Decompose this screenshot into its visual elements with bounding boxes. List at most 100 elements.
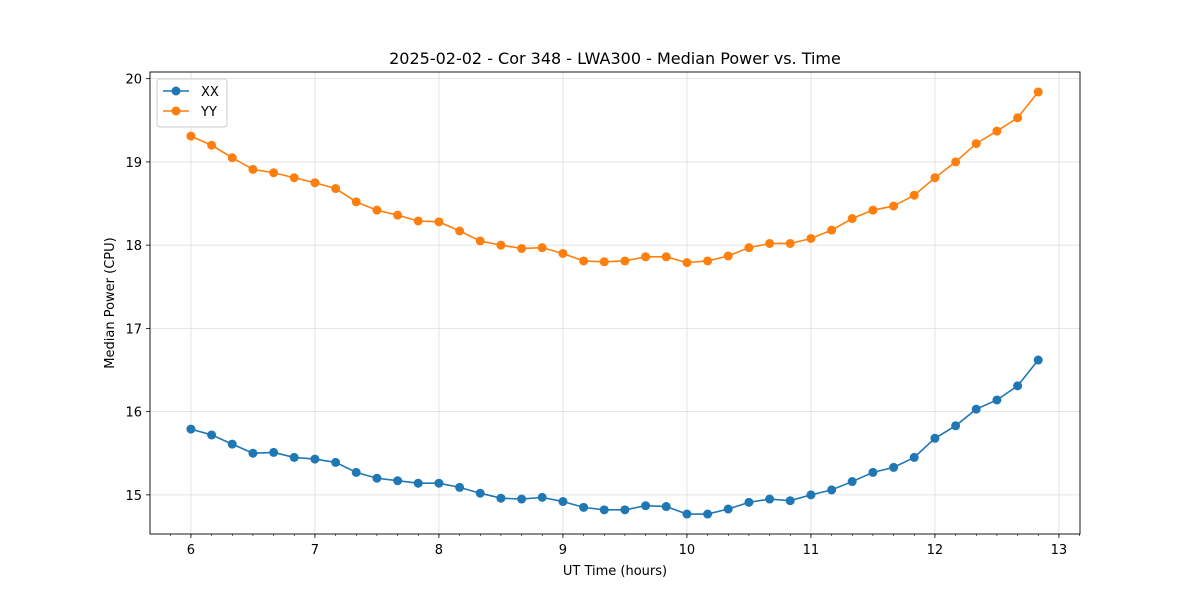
data-point-xx [186, 424, 196, 434]
data-point-xx [951, 421, 961, 431]
data-point-yy [1033, 87, 1043, 97]
y-tick-label: 18 [125, 239, 142, 254]
data-point-xx [393, 476, 403, 486]
legend-label: YY [200, 105, 217, 120]
data-point-xx [496, 493, 506, 503]
data-point-yy [351, 197, 361, 207]
x-axis-label: UT Time (hours) [563, 564, 667, 579]
data-point-xx [847, 477, 857, 487]
chart-title: 2025-02-02 - Cor 348 - LWA300 - Median P… [389, 49, 841, 68]
y-tick-label: 15 [125, 489, 142, 504]
data-point-yy [930, 173, 940, 183]
data-point-xx [227, 439, 237, 449]
data-point-yy [765, 238, 775, 248]
data-point-xx [558, 497, 568, 507]
data-point-yy [641, 252, 651, 262]
series-xx [186, 355, 1043, 519]
legend-marker [171, 86, 181, 96]
data-point-xx [434, 478, 444, 488]
data-point-yy [496, 240, 506, 250]
data-point-yy [951, 157, 961, 167]
data-point-yy [682, 258, 692, 268]
data-point-yy [372, 205, 382, 215]
data-point-yy [310, 178, 320, 188]
data-point-yy [207, 140, 217, 150]
data-point-yy [537, 243, 547, 253]
data-point-xx [765, 494, 775, 504]
data-point-xx [331, 457, 341, 467]
data-point-xx [992, 395, 1002, 405]
x-tick-label: 9 [559, 543, 567, 558]
y-tick-label: 17 [125, 322, 142, 337]
data-point-yy [806, 233, 816, 243]
data-point-yy [889, 201, 899, 211]
data-point-xx [475, 488, 485, 498]
data-point-yy [620, 256, 630, 266]
data-point-xx [641, 501, 651, 511]
data-point-xx [827, 485, 837, 495]
data-point-yy [186, 131, 196, 141]
plot-area-frame [149, 71, 1081, 535]
data-point-xx [703, 509, 713, 519]
data-point-yy [1013, 113, 1023, 123]
legend: XX YY [156, 78, 228, 128]
data-point-yy [661, 252, 671, 262]
data-point-yy [579, 256, 589, 266]
data-point-yy [599, 257, 609, 267]
y-axis-label: Median Power (CPU) [103, 237, 118, 368]
data-point-xx [971, 404, 981, 414]
data-point-yy [785, 238, 795, 248]
data-point-yy [517, 243, 527, 253]
data-point-xx [310, 454, 320, 464]
x-tick-label: 10 [679, 543, 696, 558]
data-point-yy [331, 184, 341, 194]
data-point-xx [517, 494, 527, 504]
series [186, 87, 1043, 519]
data-point-yy [227, 153, 237, 163]
data-point-xx [868, 467, 878, 477]
x-tick-label: 8 [435, 543, 443, 558]
legend-entry-xx: XX [163, 85, 219, 100]
data-point-xx [661, 502, 671, 512]
data-point-yy [475, 236, 485, 246]
grid [150, 72, 1080, 534]
x-tick-label: 12 [927, 543, 944, 558]
data-point-xx [289, 452, 299, 462]
data-point-yy [971, 139, 981, 149]
data-point-xx [207, 430, 217, 440]
y-tick-label: 19 [125, 156, 142, 171]
data-point-xx [889, 462, 899, 472]
legend-entry-yy: YY [163, 105, 217, 120]
y-tick-label: 20 [125, 73, 142, 88]
data-point-yy [289, 173, 299, 183]
data-point-yy [723, 251, 733, 261]
axis-ticks: 6 7 8 9 10 11 12 13 15 16 17 18 19 20 [125, 73, 1080, 558]
data-point-yy [847, 214, 857, 224]
data-point-xx [372, 473, 382, 483]
data-point-yy [393, 210, 403, 220]
data-point-yy [909, 190, 919, 200]
data-point-yy [703, 256, 713, 266]
data-point-xx [248, 448, 258, 458]
data-point-xx [455, 482, 465, 492]
data-point-yy [868, 205, 878, 215]
data-point-yy [744, 243, 754, 253]
data-point-xx [599, 505, 609, 515]
data-point-xx [785, 496, 795, 506]
data-point-yy [827, 225, 837, 235]
data-point-xx [909, 452, 919, 462]
data-point-xx [351, 467, 361, 477]
series-yy [186, 87, 1043, 268]
x-tick-label: 11 [803, 543, 820, 558]
x-tick-label: 6 [187, 543, 195, 558]
data-point-xx [806, 490, 816, 500]
data-point-xx [579, 502, 589, 512]
data-point-xx [723, 504, 733, 514]
data-point-xx [1033, 355, 1043, 365]
data-point-yy [434, 217, 444, 227]
data-point-xx [413, 478, 423, 488]
x-tick-label: 7 [311, 543, 319, 558]
data-point-xx [269, 447, 279, 457]
data-point-xx [682, 509, 692, 519]
